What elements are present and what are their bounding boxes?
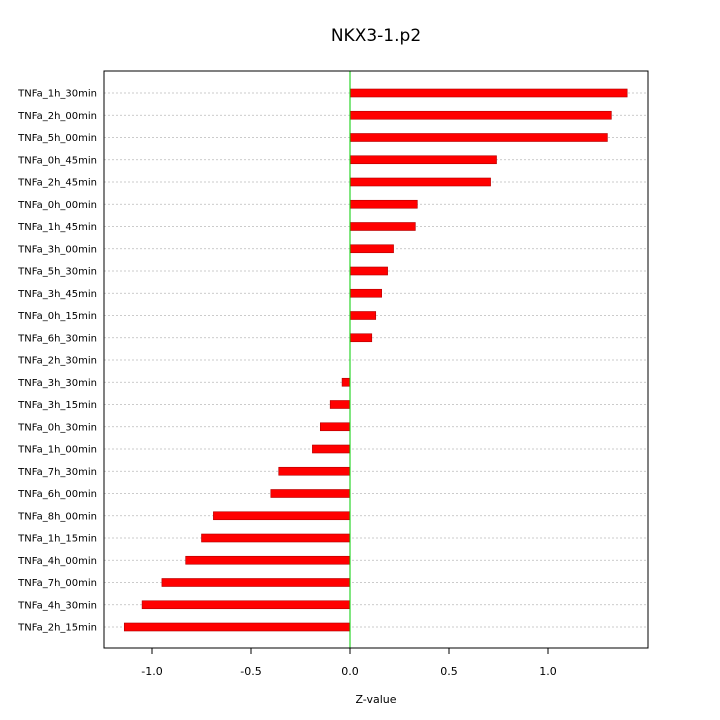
bar — [349, 88, 628, 98]
category-label: TNFa_2h_30min — [17, 356, 97, 367]
category-labels: TNFa_1h_30min TNFa_2h_00min TNFa_5h_00min T… — [17, 89, 97, 634]
bar — [349, 333, 373, 343]
bar — [349, 266, 388, 276]
category-label: TNFa_1h_45min — [17, 222, 97, 233]
bar — [329, 400, 351, 409]
category-label: TNFa_0h_15min — [17, 311, 97, 322]
bars — [123, 88, 628, 632]
category-label: TNFa_6h_30min — [17, 333, 97, 344]
category-label: TNFa_8h_00min — [17, 511, 97, 522]
bar — [278, 466, 351, 476]
x-tick-label: 1.0 — [539, 665, 557, 678]
x-tick-label: 0.0 — [341, 665, 359, 678]
category-label: TNFa_2h_15min — [17, 623, 97, 634]
category-label: TNFa_3h_30min — [17, 378, 97, 389]
grid-lines — [104, 92, 648, 628]
category-label: TNFa_1h_15min — [17, 534, 97, 545]
bar — [123, 622, 351, 632]
x-tick-label: -1.0 — [141, 665, 162, 678]
category-label: TNFa_1h_30min — [17, 89, 97, 100]
bar — [349, 222, 416, 231]
bar — [185, 555, 351, 565]
category-label: TNFa_2h_45min — [17, 178, 97, 189]
category-label: TNFa_3h_45min — [17, 289, 97, 300]
bar — [349, 177, 491, 187]
bar — [341, 377, 351, 387]
bar — [319, 422, 351, 432]
category-label: TNFa_7h_30min — [17, 467, 97, 478]
category-label: TNFa_0h_30min — [17, 422, 97, 433]
bar — [270, 489, 351, 498]
bar — [349, 133, 608, 142]
bar — [349, 110, 612, 120]
category-label: TNFa_4h_00min — [17, 556, 97, 567]
x-tick-label: 0.5 — [440, 665, 458, 678]
chart-title: NKX3-1.p2 — [331, 26, 421, 46]
bar — [161, 578, 351, 587]
bar — [141, 600, 351, 610]
category-label: TNFa_2h_00min — [17, 111, 97, 122]
category-label: TNFa_7h_00min — [17, 578, 97, 589]
bar — [349, 311, 377, 320]
category-label: TNFa_4h_30min — [17, 600, 97, 611]
category-label: TNFa_3h_00min — [17, 244, 97, 255]
bar — [349, 199, 418, 209]
category-label: TNFa_1h_00min — [17, 445, 97, 456]
category-label: TNFa_0h_00min — [17, 200, 97, 211]
x-tick-label: -0.5 — [240, 665, 261, 678]
bar — [349, 244, 394, 254]
bar — [312, 444, 351, 454]
bar — [213, 511, 351, 521]
category-label: TNFa_0h_45min — [17, 155, 97, 166]
category-label: TNFa_5h_00min — [17, 133, 97, 144]
category-label: TNFa_5h_30min — [17, 267, 97, 278]
bar — [349, 155, 497, 165]
bar — [201, 533, 351, 543]
plot-frame — [103, 70, 649, 649]
category-label: TNFa_6h_00min — [17, 489, 97, 500]
category-label: TNFa_3h_15min — [17, 400, 97, 411]
x-axis: -1.0 -0.5 0.0 0.5 1.0 — [141, 647, 557, 678]
x-axis-label: Z-value — [355, 693, 396, 706]
bar — [349, 288, 382, 298]
